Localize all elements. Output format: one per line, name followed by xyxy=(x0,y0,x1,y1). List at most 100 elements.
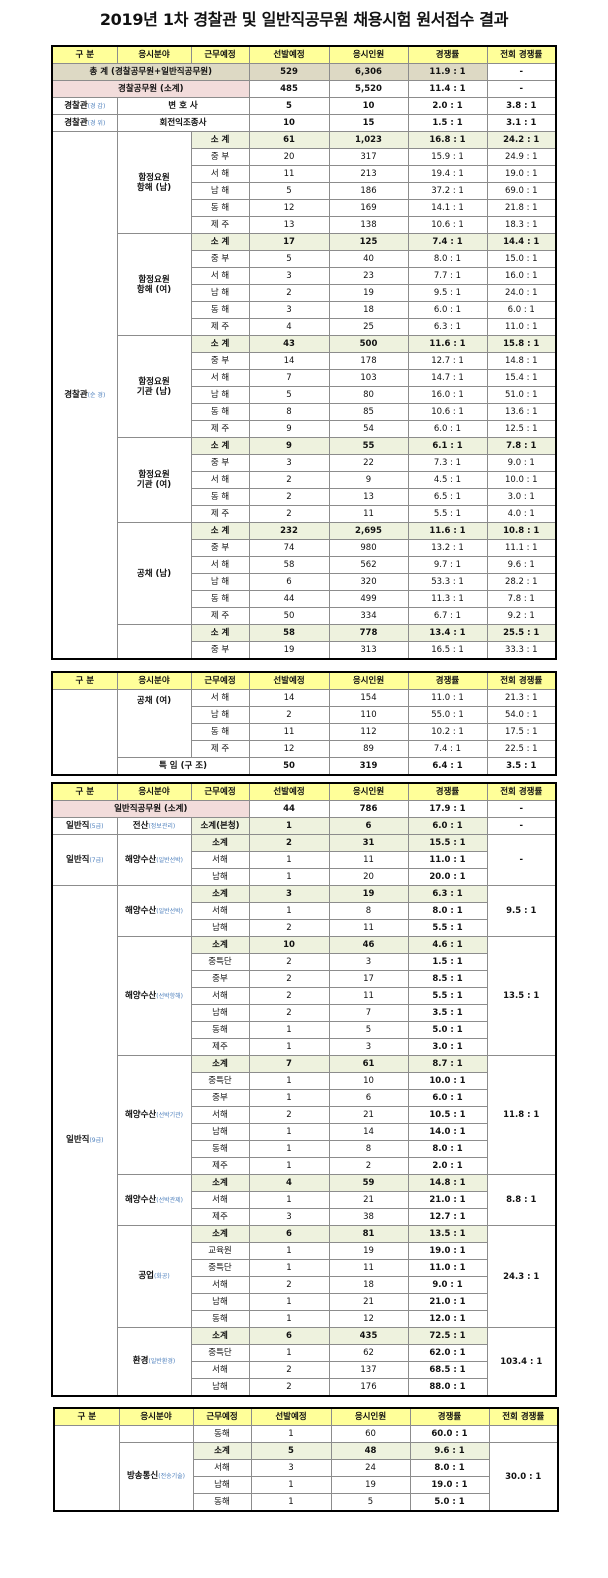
table-cell xyxy=(116,624,192,660)
cell-text: 8 xyxy=(365,1144,372,1154)
cell-text: 경찰공무원 (소계) xyxy=(118,84,184,94)
cell-text: 3.0 : 1 xyxy=(432,1042,463,1052)
ratio-cell: 4.5 : 1 xyxy=(407,471,488,489)
table-cell: 서 해 xyxy=(190,369,250,387)
ratio-cell: 6.1 : 1 xyxy=(407,437,488,455)
table-cell: 3 xyxy=(328,953,409,971)
table-row: 공채 (여) 서 해 14 154 11.0 : 1 21.3 : 1 xyxy=(51,689,557,776)
ratio-cell: 5.5 : 1 xyxy=(407,987,488,1005)
table-cell xyxy=(51,689,118,776)
cell-text: 1 xyxy=(286,1263,292,1273)
column-header: 경쟁률 xyxy=(407,671,488,690)
cell-text: 37.2 : 1 xyxy=(431,186,464,196)
table-cell: 남해 xyxy=(190,1293,250,1311)
table-cell: 남 해 xyxy=(190,182,250,200)
ratio-cell: 30.0 : 1 xyxy=(488,1442,559,1512)
table-cell: 137 xyxy=(328,1361,409,1379)
cell-text: 10 xyxy=(362,101,375,111)
cell-text: 2 xyxy=(286,1382,292,1392)
cell-text: 중 부 xyxy=(210,254,230,264)
cell-text: 11.8 : 1 xyxy=(503,1110,540,1120)
ratio-cell: 13.5 : 1 xyxy=(486,936,557,1056)
column-header: 응시인원 xyxy=(330,1407,411,1426)
cell-text: 19.0 : 1 xyxy=(431,1480,468,1490)
table-cell: 5 xyxy=(248,386,330,404)
table-cell: 6 xyxy=(328,817,409,835)
cell-text: 20 xyxy=(283,152,295,162)
table-cell: 소계(본청) xyxy=(190,817,250,835)
ratio-cell: 18.3 : 1 xyxy=(486,216,557,234)
cell-text: 125 xyxy=(359,237,378,247)
cell-text: 6 xyxy=(286,1229,292,1239)
cell-text: 제 주 xyxy=(210,322,230,332)
table-cell: 20 xyxy=(328,868,409,886)
table-cell: 58 xyxy=(248,556,330,574)
table-cell: 62 xyxy=(328,1344,409,1362)
ratio-cell: 4.0 : 1 xyxy=(486,505,557,523)
table-cell: 11 xyxy=(328,851,409,869)
cell-text: 1 xyxy=(286,1076,292,1086)
cell-text: 24 xyxy=(365,1463,376,1473)
cell-text: 9.0 : 1 xyxy=(432,1280,463,1290)
cell-text: 3.5 : 1 xyxy=(432,1008,463,1018)
cell-text: 1.5 : 1 xyxy=(432,957,463,967)
cell-text: 13 xyxy=(363,492,374,502)
cell-text: 17.5 : 1 xyxy=(504,727,538,737)
column-header: 전회 경쟁률 xyxy=(486,782,557,801)
table-cell: 제 주 xyxy=(190,216,250,234)
cell-text: 2 xyxy=(286,923,292,933)
table-row: 경찰관(경 감) 변 호 사 5 10 2.0 : 1 3.8 : 1 xyxy=(51,97,557,115)
cell-text: 11.1 : 1 xyxy=(504,543,538,553)
table-cell: 31 xyxy=(328,834,409,852)
table-cell: 해양수산(일반선박) xyxy=(116,885,192,937)
table-cell: 334 xyxy=(328,607,409,625)
table-cell: 서해 xyxy=(190,851,250,869)
column-header: 응시인원 xyxy=(328,671,409,690)
cell-text: 전산 xyxy=(132,820,149,831)
cell-text: 동 해 xyxy=(210,203,230,213)
cell-text: 공채 (남) xyxy=(136,568,172,579)
cell-text: 20 xyxy=(363,872,374,882)
cell-text: 20.0 : 1 xyxy=(429,872,466,882)
table-row: 중 부 20 317 15.9 : 1 24.9 : 1 xyxy=(52,148,557,166)
table-cell: 48 xyxy=(330,1442,411,1460)
table-cell: 89 xyxy=(328,740,409,758)
table-cell: 1 xyxy=(248,1259,330,1277)
ratio-cell: 6.3 : 1 xyxy=(407,318,488,336)
cell-text: 7.7 : 1 xyxy=(433,271,462,281)
cell-text: 81 xyxy=(362,1229,375,1239)
cell-text: 남해 xyxy=(212,1127,228,1137)
cell-text: 1 xyxy=(286,1161,292,1171)
table-cell: 11 xyxy=(328,987,409,1005)
table-cell: 제 주 xyxy=(190,318,250,336)
column-header: 응시인원 xyxy=(328,782,409,801)
ratio-cell: 5.0 : 1 xyxy=(407,1021,488,1039)
cell-text: 방송통신 xyxy=(126,1471,159,1481)
cell-text: 21 xyxy=(363,1297,374,1307)
ratio-cell: 12.0 : 1 xyxy=(407,1310,488,1328)
ratio-cell: 6.0 : 1 xyxy=(407,301,488,319)
cell-text: 10 xyxy=(363,1076,374,1086)
cell-text: 14.7 : 1 xyxy=(431,373,464,383)
table-cell: 남해 xyxy=(190,1123,250,1141)
table-cell: 경찰관(경 감) xyxy=(51,97,118,115)
table-cell: 14 xyxy=(328,1123,409,1141)
table-cell: 일반직공무원 (소계) xyxy=(51,800,250,818)
table-cell: 제주 xyxy=(190,1157,250,1175)
subtotal-row: 경찰관(순 경) 함정요원 항해 (남) 소 계 61 1,023 16.8 : 1 24.… xyxy=(51,131,557,660)
table-cell: 2,695 xyxy=(328,522,409,540)
ratio-cell: 13.5 : 1 xyxy=(407,1225,488,1243)
cell-text: 특 임 (구 조) xyxy=(159,761,207,771)
cell-text: 2 xyxy=(286,1365,292,1375)
ratio-cell: 24.0 : 1 xyxy=(486,284,557,302)
cell-text: 3 xyxy=(286,458,292,468)
table-cell: 1 xyxy=(248,1038,330,1056)
cell-text: 제주 xyxy=(212,1212,228,1222)
cell-text: 232 xyxy=(280,526,298,536)
ratio-cell: 10.8 : 1 xyxy=(486,522,557,540)
cell-text: 남해 xyxy=(212,1382,228,1392)
cell-text: 529 xyxy=(280,67,298,77)
table-cell: 21 xyxy=(328,1191,409,1209)
cell-text: 6.4 : 1 xyxy=(432,761,463,771)
table-cell: 중 부 xyxy=(190,641,250,660)
